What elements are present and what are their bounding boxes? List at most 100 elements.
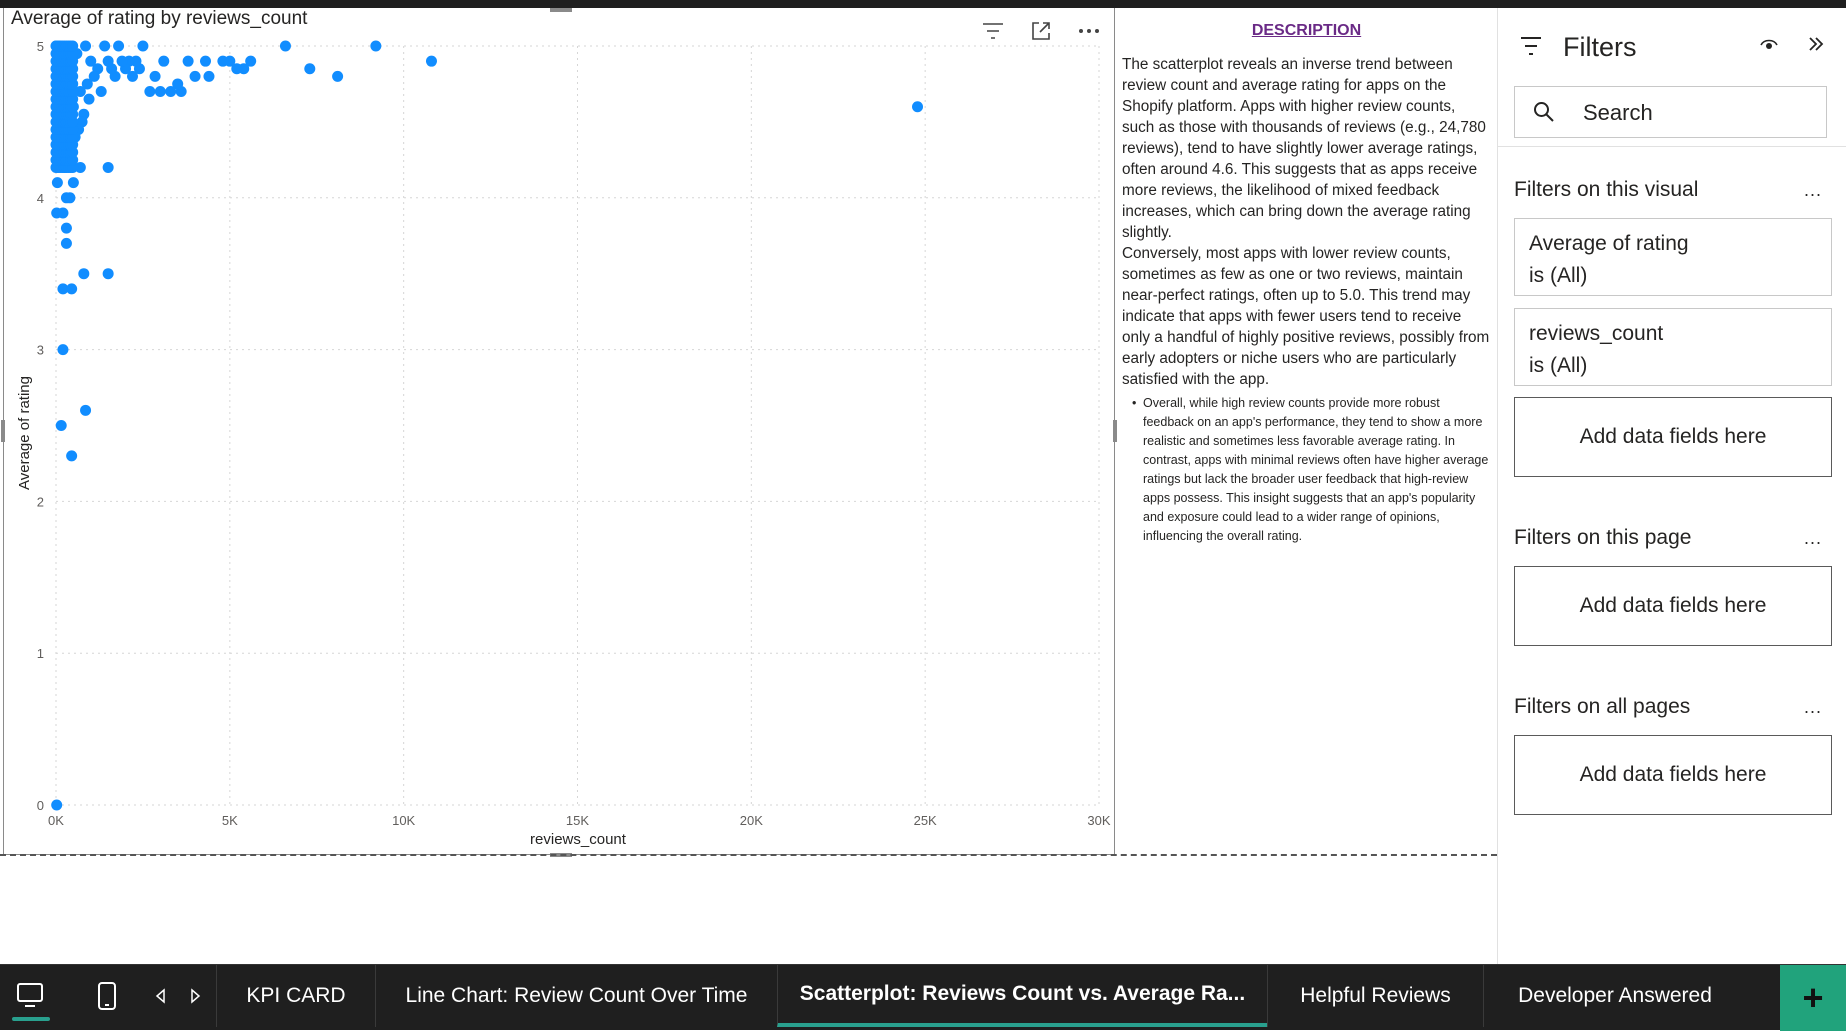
description-bullet-1: Overall, while high review counts provid…	[1132, 394, 1491, 546]
resize-handle-top[interactable]	[550, 8, 572, 12]
filters-title: Filters	[1563, 32, 1637, 62]
scatter-point	[78, 268, 90, 280]
scatter-point	[66, 283, 78, 295]
scatter-point	[217, 55, 229, 67]
scatter-point	[51, 799, 63, 811]
resize-handle-right[interactable]	[1113, 420, 1117, 442]
add-page-button[interactable]: +	[1780, 965, 1846, 1031]
x-axis-label: reviews_count	[530, 831, 627, 848]
filter-card-state: is (All)	[1529, 264, 1588, 287]
all-filters-more-icon[interactable]: ...	[1803, 697, 1822, 717]
filters-search-box[interactable]: Search	[1514, 86, 1827, 138]
scatter-point	[154, 86, 166, 98]
scatter-point	[57, 344, 69, 356]
scatter-point	[165, 86, 177, 98]
visual-title: Average of rating by reviews_count	[11, 8, 308, 29]
filter-funnel-icon	[1520, 36, 1542, 61]
y-tick-label: 1	[37, 646, 44, 661]
scatter-point	[74, 86, 86, 98]
scatter-point	[149, 70, 161, 82]
y-tick-label: 4	[37, 191, 44, 206]
scatter-point	[137, 40, 149, 52]
scatter-chart[interactable]: 0 1 2 3 4 5 0K 5K 10K 15K 20K 25K 30K Average of ra…	[4, 8, 1114, 853]
x-tick-label: 15K	[566, 813, 589, 828]
scatter-point	[80, 40, 92, 52]
scatter-point	[102, 161, 114, 173]
scatter-point	[279, 40, 291, 52]
scatter-point	[66, 450, 78, 462]
scatter-point	[126, 70, 138, 82]
scatter-point	[88, 70, 100, 82]
resize-handle-left[interactable]	[1, 420, 5, 442]
filter-card-reviews-count[interactable]: reviews_count is (All)	[1514, 308, 1832, 386]
next-page-icon[interactable]	[186, 965, 206, 1027]
scatter-point	[80, 404, 92, 416]
focus-mode-icon[interactable]	[1028, 18, 1054, 44]
add-data-fields-page[interactable]: Add data fields here	[1514, 566, 1832, 646]
scatter-point	[199, 55, 211, 67]
scatter-point	[304, 63, 316, 75]
y-tick-label: 3	[37, 343, 44, 358]
scatter-point	[203, 70, 215, 82]
chart-grid	[55, 45, 1100, 806]
page-filters-more-icon[interactable]: ...	[1803, 528, 1822, 548]
scatter-point	[57, 283, 69, 295]
x-tick-label: 5K	[222, 813, 238, 828]
filter-card-field: reviews_count	[1529, 322, 1664, 345]
y-tick-label: 5	[37, 39, 44, 54]
filters-pane: Filters Search Filters on this visual ..…	[1497, 8, 1846, 964]
filters-divider	[1498, 146, 1846, 147]
top-bar	[0, 0, 1846, 8]
description-title: DESCRIPTION	[1251, 22, 1362, 39]
description-textbox: DESCRIPTION The scatterplot reveals an i…	[1116, 16, 1497, 846]
scatter-point	[370, 40, 382, 52]
tab-helpful-reviews[interactable]: Helpful Reviews	[1267, 965, 1483, 1027]
page-boundary	[0, 854, 1497, 856]
add-data-fields-all[interactable]: Add data fields here	[1514, 735, 1832, 815]
tab-kpi-card[interactable]: KPI CARD	[216, 965, 375, 1027]
scatter-point	[74, 161, 86, 173]
scatter-point	[55, 420, 67, 431]
scatter-point	[67, 177, 79, 189]
scatter-point	[102, 55, 114, 67]
visual-header-icons	[980, 18, 1102, 44]
scatter-point	[95, 86, 107, 98]
more-options-icon[interactable]	[1076, 18, 1102, 44]
search-placeholder: Search	[1583, 100, 1653, 125]
visual-filters-more-icon[interactable]: ...	[1803, 180, 1822, 200]
scatter-point	[99, 40, 111, 52]
y-axis-label: Average of rating	[16, 376, 33, 490]
scatter-visual[interactable]: Average of rating by reviews_count 0 1 2 3 4…	[1, 8, 1117, 857]
scatter-point	[102, 268, 114, 280]
filter-card-average-rating[interactable]: Average of rating is (All)	[1514, 218, 1832, 296]
scatter-point	[144, 86, 156, 98]
y-axis-ticks: 0 1 2 3 4 5	[37, 39, 44, 813]
x-tick-label: 10K	[392, 813, 415, 828]
x-tick-label: 20K	[740, 813, 763, 828]
add-data-fields-visual[interactable]: Add data fields here	[1514, 397, 1832, 477]
x-tick-label: 30K	[1087, 813, 1110, 828]
collapse-pane-icon[interactable]	[1808, 36, 1824, 57]
tab-scatterplot[interactable]: Scatterplot: Reviews Count vs. Average R…	[777, 965, 1267, 1027]
scatter-point	[67, 40, 79, 52]
description-paragraph-1: The scatterplot reveals an inverse trend…	[1122, 56, 1486, 241]
filters-on-visual-heading: Filters on this visual	[1514, 178, 1699, 201]
tab-line-chart[interactable]: Line Chart: Review Count Over Time	[375, 965, 777, 1027]
mobile-view-icon[interactable]	[90, 965, 124, 1027]
scatter-point	[116, 55, 128, 67]
filter-icon[interactable]	[980, 18, 1006, 44]
previous-page-icon[interactable]	[150, 965, 170, 1027]
scatter-point	[332, 70, 344, 82]
scatter-point	[64, 192, 76, 204]
scatter-point	[83, 93, 95, 105]
scatter-point	[60, 237, 72, 249]
page-tabs-bar: KPI CARD Line Chart: Review Count Over T…	[0, 964, 1846, 1031]
tab-developer-answered[interactable]: Developer Answered	[1483, 965, 1746, 1027]
scatter-points	[50, 40, 924, 811]
scatter-point	[57, 207, 69, 219]
eye-icon[interactable]	[1760, 38, 1778, 57]
scatter-point	[51, 177, 63, 189]
desktop-view-icon[interactable]	[8, 965, 52, 1027]
scatter-point	[81, 78, 93, 90]
filters-header: Filters	[1498, 24, 1846, 74]
